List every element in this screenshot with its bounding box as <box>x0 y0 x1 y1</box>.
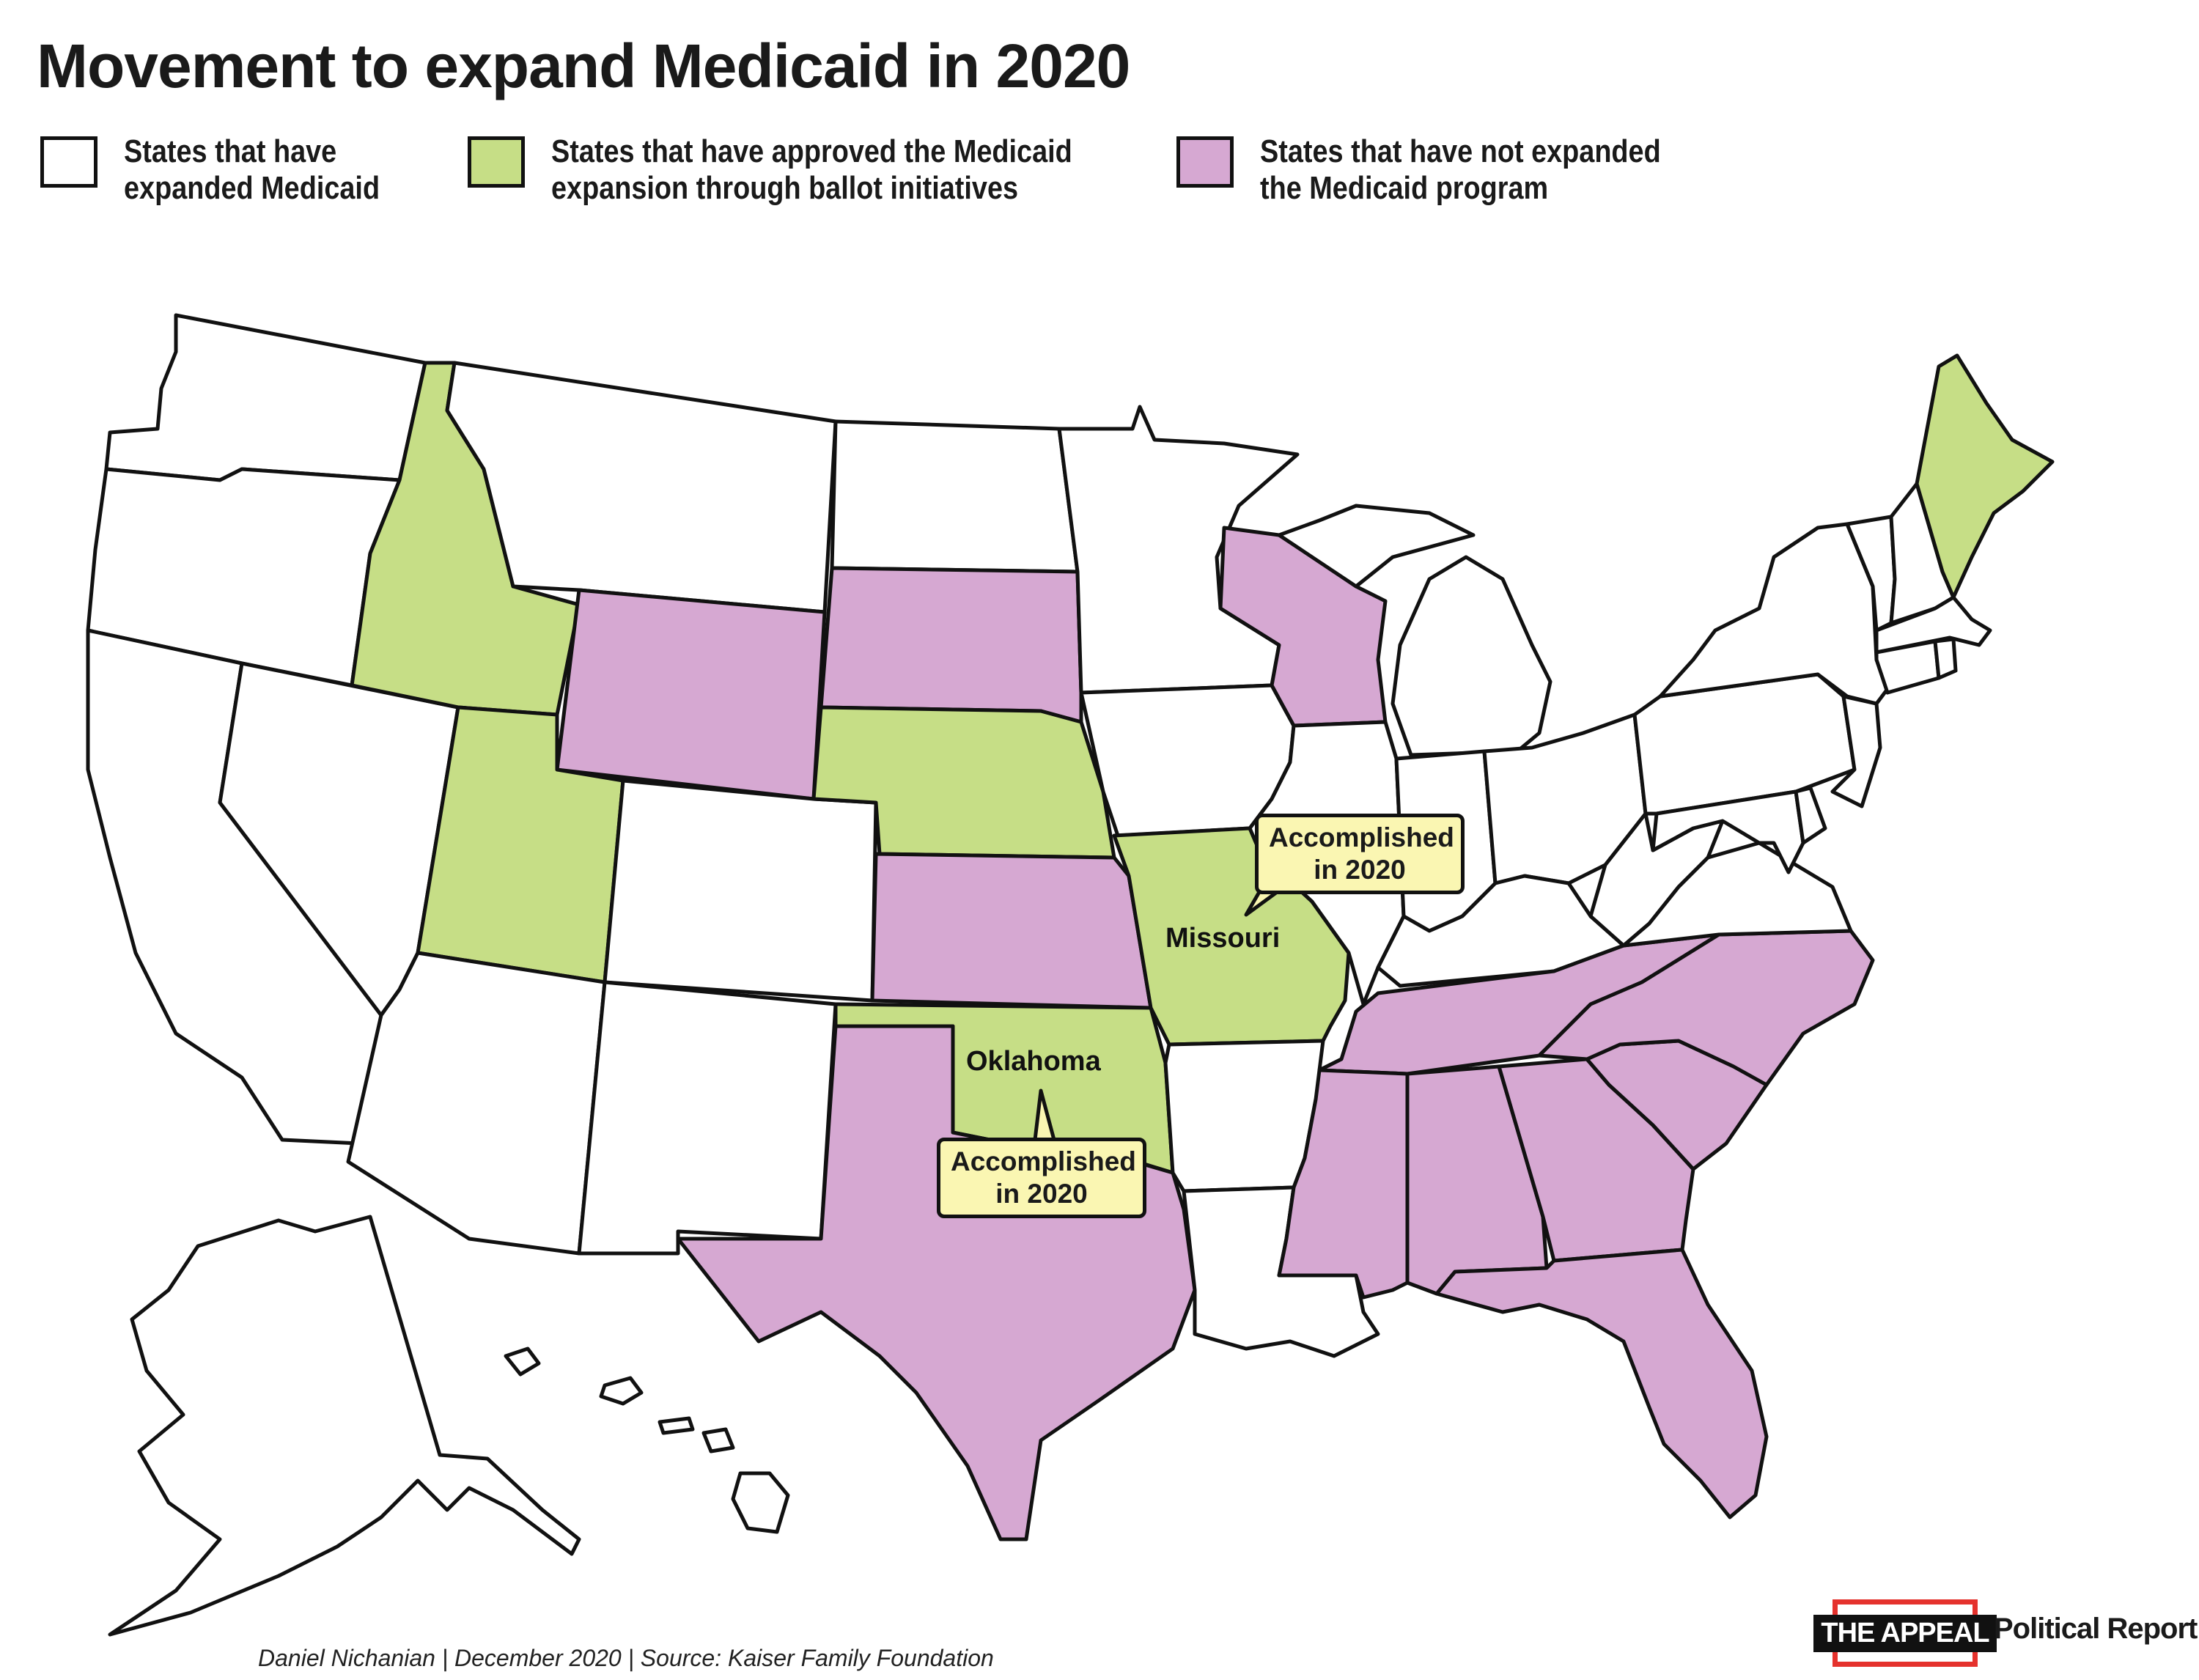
state-colorado <box>603 778 878 1003</box>
state-new-york <box>1658 522 1890 706</box>
legend-swatch-ballot <box>468 136 525 188</box>
the-appeal-logo-text: THE APPEAL <box>1813 1614 1997 1652</box>
legend-swatch-not-expanded <box>1176 136 1234 188</box>
legend-swatch-expanded <box>40 136 97 188</box>
legend-label-ballot-line1: States that have approved the Medicaid <box>551 133 1072 169</box>
legend-item-not-expanded: States that have not expanded the Medica… <box>1176 133 1726 207</box>
state-kansas <box>870 852 1153 1010</box>
state-washington <box>104 313 427 482</box>
legend-label-not-expanded: States that have not expanded the Medica… <box>1260 133 1661 207</box>
missouri-callout-line2: in 2020 <box>1314 855 1406 885</box>
state-north-dakota <box>830 419 1080 574</box>
oklahoma-callout-line1: Accomplished <box>951 1146 1136 1176</box>
map-label-oklahoma: Oklahoma <box>966 1046 1102 1077</box>
legend-item-expanded: States that have expanded Medicaid <box>40 133 421 207</box>
state-florida <box>1434 1248 1769 1519</box>
map-label-missouri: Missouri <box>1165 923 1280 954</box>
oklahoma-callout-line2: in 2020 <box>995 1179 1088 1209</box>
missouri-callout: Accomplished in 2020 <box>1255 814 1465 894</box>
legend-label-not-expanded-line1: States that have not expanded <box>1260 133 1661 169</box>
footer-credit: Daniel Nichanian | December 2020 | Sourc… <box>258 1645 994 1671</box>
the-appeal-logo: THE APPEAL <box>1813 1599 1997 1667</box>
state-hawaii <box>504 1346 790 1534</box>
political-report-label: Political Report. <box>1994 1613 2199 1645</box>
missouri-callout-line1: Accomplished <box>1269 822 1454 852</box>
state-maine <box>1915 353 2055 600</box>
state-new-jersey <box>1830 694 1882 808</box>
legend-label-expanded: States that have expanded Medicaid <box>124 133 380 207</box>
legend-label-expanded-line1: States that have <box>124 133 337 169</box>
state-michigan <box>1277 504 1552 757</box>
state-alaska <box>108 1215 581 1637</box>
state-north-carolina <box>1537 929 1875 1087</box>
legend-label-ballot-line2: expansion through ballot initiatives <box>551 170 1019 206</box>
state-delaware <box>1794 786 1827 845</box>
oklahoma-callout: Accomplished in 2020 <box>937 1138 1146 1218</box>
legend-item-ballot: States that have approved the Medicaid e… <box>468 133 1157 207</box>
state-new-mexico <box>577 980 838 1256</box>
state-connecticut <box>1874 639 1941 695</box>
state-wyoming <box>555 588 827 801</box>
state-rhode-island <box>1933 637 1958 680</box>
legend-label-not-expanded-line2: the Medicaid program <box>1260 170 1549 206</box>
map-title: Movement to expand Medicaid in 2020 <box>37 32 1130 100</box>
legend-label-ballot: States that have approved the Medicaid e… <box>551 133 1072 207</box>
state-south-dakota <box>819 566 1083 724</box>
legend-label-expanded-line2: expanded Medicaid <box>124 170 380 206</box>
